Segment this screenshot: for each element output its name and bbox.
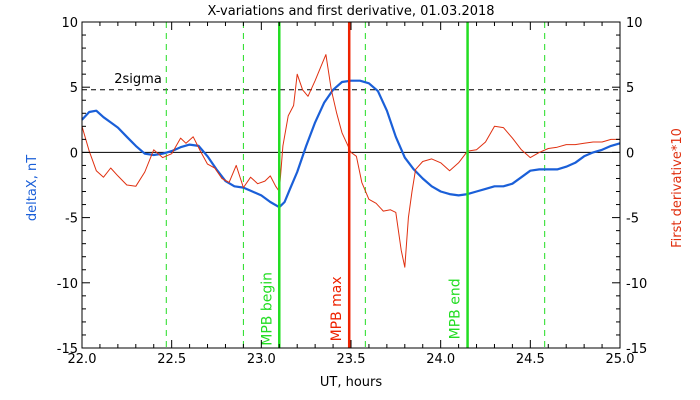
marker-label: MPB max bbox=[329, 276, 345, 341]
threshold-label: 2sigma bbox=[114, 72, 162, 87]
right-y-tick-label: -5 bbox=[626, 212, 639, 227]
left-y-tick-label: 0 bbox=[70, 146, 78, 161]
plot-area: 2sigma MPB begin MPB max MPB end bbox=[81, 22, 621, 348]
left-y-tick-label: 5 bbox=[70, 81, 78, 96]
derivative-series-line bbox=[81, 54, 620, 268]
right-y-tick-label: -15 bbox=[626, 342, 647, 357]
chart-title: X-variations and first derivative, 01.03… bbox=[207, 4, 494, 19]
right-y-axis-label: First derivative*10 bbox=[670, 128, 685, 248]
left-y-tick-label: -10 bbox=[57, 277, 78, 292]
x-axis-label: UT, hours bbox=[320, 375, 382, 390]
x-tick-label: 24.0 bbox=[426, 352, 455, 367]
left-y-tick-label: 10 bbox=[61, 16, 78, 31]
right-y-tick-label: 0 bbox=[626, 146, 634, 161]
x-tick-label: 22.5 bbox=[157, 352, 186, 367]
right-y-tick-label: -10 bbox=[626, 277, 647, 292]
right-y-tick-label: 5 bbox=[626, 81, 634, 96]
x-tick-label: 24.5 bbox=[516, 352, 545, 367]
deltax-series-line bbox=[81, 79, 621, 209]
left-y-axis-label: deltaX, nT bbox=[25, 155, 40, 221]
x-tick-label: 23.5 bbox=[337, 352, 366, 367]
x-tick-label: 23.0 bbox=[247, 352, 276, 367]
x-tick-label: 25.0 bbox=[606, 352, 635, 367]
right-y-tick-label: 10 bbox=[626, 16, 643, 31]
marker-label: MPB end bbox=[448, 278, 464, 339]
left-y-tick-label: -15 bbox=[57, 342, 78, 357]
marker-label: MPB begin bbox=[259, 272, 275, 346]
left-y-tick-label: -5 bbox=[65, 212, 78, 227]
axes: 22.0 22.5 23.0 23.5 24.0 24.5 25.0 10 10 5 5 0 0 -5 -5… bbox=[57, 16, 647, 367]
x-tick-label: 22.0 bbox=[68, 352, 97, 367]
